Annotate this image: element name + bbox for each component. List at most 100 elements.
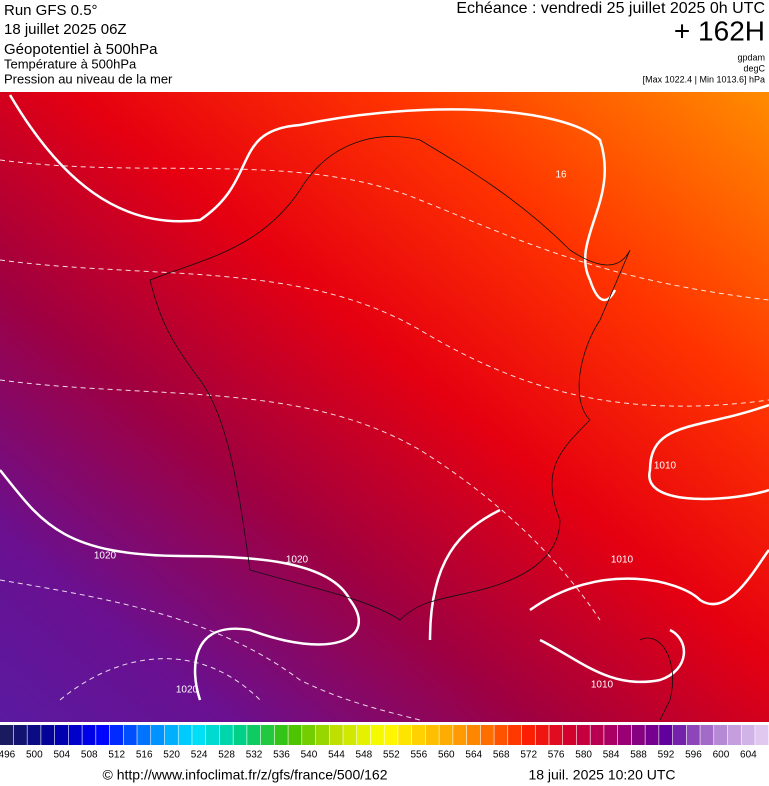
geopotential-lines	[0, 159, 769, 721]
contour-label: 16	[555, 170, 567, 181]
field-label: Pression au niveau de la mer	[4, 71, 173, 86]
colorbar-label: 504	[53, 750, 70, 761]
isobar	[428, 508, 769, 641]
colorbar-label: 588	[630, 750, 647, 761]
colorbar-label: 600	[713, 750, 730, 761]
colorbar-cell	[205, 725, 220, 745]
colorbar-cell	[82, 725, 96, 745]
colorbar-cell	[370, 725, 384, 745]
colorbar-cell	[686, 725, 700, 745]
colorbar-label: 540	[301, 750, 318, 761]
field-label: Température à 500hPa	[4, 56, 137, 71]
contour-label: 1010	[654, 461, 677, 472]
lead-time: + 162H	[674, 15, 765, 46]
colorbar-label: 548	[356, 750, 373, 761]
colorbar-label: 596	[685, 750, 702, 761]
colorbar-label: 564	[465, 750, 482, 761]
colorbar-cell	[549, 725, 563, 745]
colorbar-cell	[425, 725, 439, 745]
isobars	[0, 94, 769, 701]
colorbar-cell	[123, 725, 137, 745]
unit-label: gpdam	[737, 52, 765, 62]
colorbar-cell	[343, 725, 357, 745]
colorbar-cell	[247, 725, 261, 745]
colorbar-cell	[68, 725, 82, 745]
colorbar-cell	[631, 725, 645, 745]
colorbar-cell	[151, 725, 165, 745]
colorbar-label: 532	[246, 750, 263, 761]
isobar	[648, 403, 769, 501]
colorbar-cell	[411, 725, 426, 745]
colorbar-cell	[192, 725, 206, 745]
colorbar-cell	[137, 725, 151, 745]
colorbar-cell	[576, 725, 590, 745]
colorbar-cell	[741, 725, 755, 745]
colorbar-cell	[288, 725, 302, 745]
colorbar-cell	[672, 725, 687, 745]
colorbar-cell	[563, 725, 577, 745]
colorbar-cell	[315, 725, 329, 745]
colorbar-cell	[659, 725, 673, 745]
colorbar-cell	[535, 725, 549, 745]
colorbar-cell	[384, 725, 398, 745]
colorbar-cell	[453, 725, 467, 745]
colorbar-cell	[0, 725, 14, 745]
colorbar-label: 536	[273, 750, 290, 761]
colorbar-cell	[508, 725, 522, 745]
colorbar-label: 584	[603, 750, 620, 761]
contour-labels: 1020 1020 1020 1010 1010 1010 16	[94, 170, 677, 696]
colorbar-cell	[727, 725, 741, 745]
colorbar-label: 576	[548, 750, 565, 761]
contour-label: 1010	[591, 680, 614, 691]
colorbar-label: 568	[493, 750, 510, 761]
generated-time: 18 juil. 2025 10:20 UTC	[528, 767, 675, 783]
colorbar-label: 544	[328, 750, 345, 761]
pressure-range: [Max 1022.4 | Min 1013.6] hPa	[643, 74, 765, 84]
colorbar-cell	[466, 725, 481, 745]
colorbar-label: 560	[438, 750, 455, 761]
source-url: © http://www.infoclimat.fr/z/gfs/france/…	[103, 767, 388, 783]
colorbar-cell	[178, 725, 192, 745]
contour-label: 1020	[94, 551, 117, 562]
run-label: Run GFS 0.5°	[4, 2, 98, 19]
colorbar-label: 604	[740, 750, 757, 761]
colorbar-cell	[96, 725, 110, 745]
map	[0, 92, 769, 722]
colorbar-cell	[755, 725, 769, 745]
colorbar-cell	[260, 725, 275, 745]
isobar	[0, 469, 361, 701]
colorbar-cell	[714, 725, 728, 745]
colorbar-cell	[398, 725, 412, 745]
valid-time: Echéance : vendredi 25 juillet 2025 0h U…	[456, 0, 765, 17]
colorbar-label: 524	[191, 750, 208, 761]
colorbar-label: 516	[136, 750, 153, 761]
colorbar-label: 572	[520, 750, 537, 761]
colorbar-cell	[604, 725, 618, 745]
field-label: Géopotentiel à 500hPa	[4, 41, 158, 58]
colorbar-label: 500	[26, 750, 43, 761]
colorbar-cell	[617, 725, 632, 745]
colorbar-label: 512	[108, 750, 125, 761]
colorbar-cell	[700, 725, 714, 745]
colorbar-cell	[645, 725, 659, 745]
colorbar-label: 528	[218, 750, 235, 761]
colorbar-cell	[357, 725, 371, 745]
colorbar-cell	[302, 725, 316, 745]
contour-label: 1020	[176, 685, 199, 696]
colorbar-cell	[521, 725, 535, 745]
colorbar-cell	[109, 725, 123, 745]
colorbar-label: 580	[575, 750, 592, 761]
unit-label: degC	[743, 63, 765, 73]
colorbar-label: 552	[383, 750, 400, 761]
colorbar-cell	[13, 725, 27, 745]
colorbar-cell	[233, 725, 247, 745]
colorbar-cell	[27, 725, 41, 745]
colorbar-cell	[219, 725, 233, 745]
colorbar-label: 520	[163, 750, 180, 761]
colorbar-cell	[274, 725, 288, 745]
contour-label: 1020	[286, 555, 309, 566]
colorbar-label: 496	[0, 750, 16, 761]
colorbar-cell	[590, 725, 604, 745]
colorbar-cell	[54, 725, 69, 745]
